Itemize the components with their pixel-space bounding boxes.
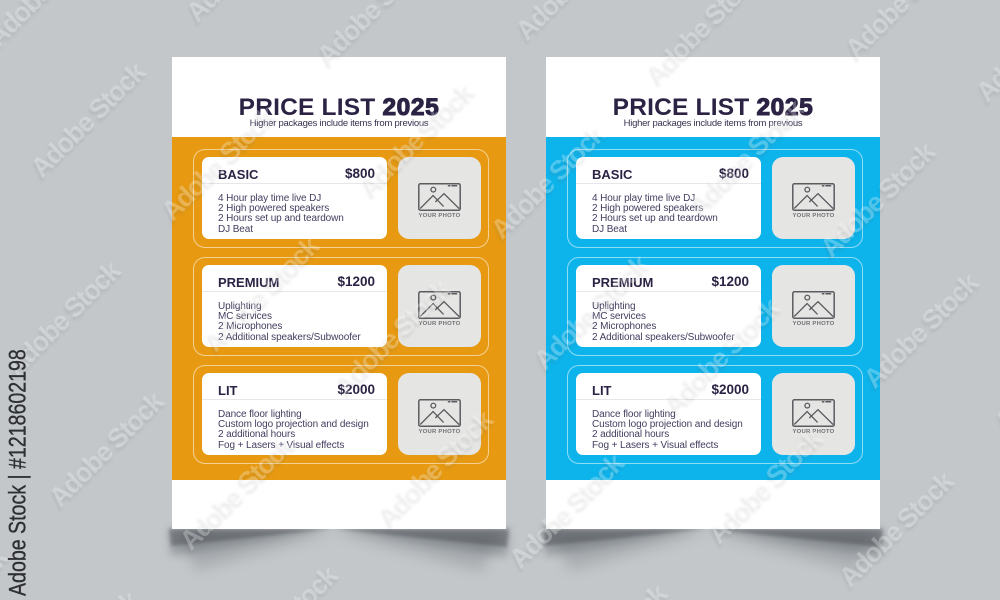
svg-text:Adobe Stock: Adobe Stock [0,0,108,56]
svg-text:Adobe Stock: Adobe Stock [989,310,1000,437]
svg-text:Adobe Stock: Adobe Stock [42,389,169,516]
svg-text:Adobe Stock: Adobe Stock [546,581,673,600]
svg-text:Adobe Stock: Adobe Stock [180,0,307,28]
svg-text:Adobe Stock: Adobe Stock [43,385,170,512]
svg-text:Adobe Stock: Adobe Stock [24,59,151,186]
svg-text:Adobe Stock: Adobe Stock [25,56,152,183]
svg-text:Adobe Stock: Adobe Stock [988,313,1000,440]
svg-text:Adobe Stock: Adobe Stock [180,0,307,31]
svg-text:Adobe Stock: Adobe Stock [969,0,1000,111]
svg-text:Adobe Stock: Adobe Stock [0,0,109,52]
svg-text:Adobe Stock: Adobe Stock [510,0,637,46]
svg-text:Adobe Stock: Adobe Stock [876,596,1000,600]
svg-text:Adobe Stock: Adobe Stock [217,559,344,600]
svg-text:Adobe Stock: Adobe Stock [216,563,343,600]
svg-text:Adobe Stock: Adobe Stock [839,0,966,64]
svg-text:Adobe Stock: Adobe Stock [18,588,145,600]
svg-text:Adobe Stock: Adobe Stock [18,584,145,600]
svg-text:Adobe Stock: Adobe Stock [970,0,1000,107]
svg-text:Adobe Stock: Adobe Stock [547,578,674,600]
svg-text:Adobe Stock: Adobe Stock [509,0,636,49]
